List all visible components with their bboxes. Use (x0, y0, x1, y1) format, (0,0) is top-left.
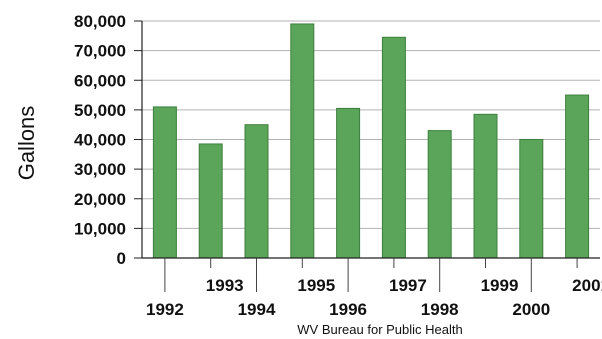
bars (152, 23, 590, 259)
bar-2000 (519, 139, 544, 259)
y-tick-label: 10,000 (74, 219, 126, 238)
bar-1994 (244, 124, 269, 259)
category-labels: 1992 1993 1994 1995 1996 1997 1998 1999 2000 2001 (146, 258, 602, 319)
y-tick-label: 0 (117, 249, 126, 268)
axes (141, 21, 600, 259)
x-tick-label: 2000 (512, 300, 550, 319)
x-tick-label: 1998 (421, 300, 459, 319)
x-tick-label: 2001 (572, 276, 602, 295)
bar-1999 (473, 113, 498, 259)
source-caption: WV Bureau for Public Health (297, 322, 462, 337)
y-tick-labels: 0 10,000 20,000 30,000 40,000 50,000 60,000 70,… (74, 12, 126, 268)
y-tick-label: 80,000 (74, 12, 126, 31)
y-tick-label: 30,000 (74, 160, 126, 179)
x-tick-label: 1995 (297, 276, 335, 295)
bar-1998 (427, 130, 452, 259)
x-tick-label: 1996 (329, 300, 367, 319)
bar-1997 (381, 36, 406, 259)
bar-1993 (198, 143, 223, 259)
bar-1995 (290, 23, 315, 259)
bar-2001 (565, 94, 590, 259)
x-tick-label: 1999 (481, 276, 519, 295)
y-tick-label: 60,000 (74, 71, 126, 90)
y-axis-title: Gallons (14, 106, 39, 181)
bar-1992 (152, 106, 177, 259)
x-tick-label: 1997 (389, 276, 427, 295)
y-tick-label: 20,000 (74, 190, 126, 209)
x-tick-label: 1993 (206, 276, 244, 295)
x-tick-label: 1994 (238, 300, 276, 319)
y-tick-label: 50,000 (74, 101, 126, 120)
y-tick-label: 70,000 (74, 42, 126, 61)
y-tick-label: 40,000 (74, 131, 126, 150)
x-tick-label: 1992 (146, 300, 184, 319)
bar-1996 (336, 107, 361, 259)
